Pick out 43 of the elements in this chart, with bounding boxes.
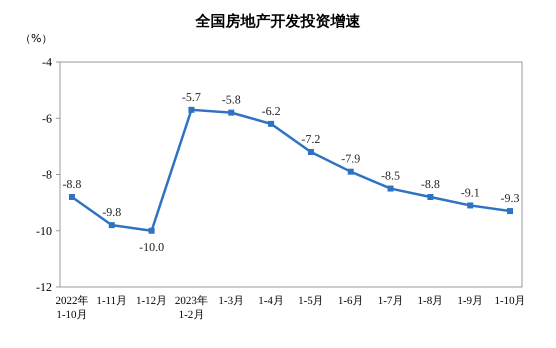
y-tick-label: -4 — [42, 55, 52, 69]
y-tick-label: -8 — [42, 168, 52, 182]
x-tick-label: 1-10月 — [494, 295, 526, 307]
point — [427, 194, 434, 200]
text: -7.2 — [301, 132, 320, 146]
x-tick-label: 1-7月 — [378, 295, 404, 307]
y-axis-title: （%） — [20, 32, 52, 45]
text: -6.2 — [262, 104, 281, 118]
x-tick-label: 1-4月 — [258, 295, 284, 307]
text: -8.8 — [420, 177, 440, 191]
point — [148, 228, 155, 234]
y-tick-label: -12 — [36, 280, 52, 294]
text: -8.8 — [62, 177, 82, 191]
x-tick-label: 1-12月 — [136, 295, 168, 307]
x-tick-label: 1-9月 — [457, 295, 484, 307]
point — [348, 168, 354, 175]
x-tick-label: 1-8月 — [418, 295, 444, 307]
point — [108, 222, 115, 228]
text: -9.8 — [102, 205, 122, 220]
point — [308, 149, 314, 155]
text: -10.0 — [139, 240, 164, 254]
point — [467, 202, 474, 208]
point — [68, 194, 75, 200]
point — [228, 110, 234, 116]
point — [507, 208, 514, 214]
text: -5.8 — [222, 92, 241, 107]
x-tick-label: 2023年 1-2月 — [174, 295, 208, 321]
y-tick-label: -10 — [36, 224, 52, 238]
x-tick-label: 1-11月 — [96, 295, 128, 307]
y-tick-label: -6 — [42, 111, 52, 126]
text: -5.7 — [182, 90, 201, 104]
chart-title: 全国房地产开发投资增速 — [194, 12, 362, 30]
x-tick-label: 1-6月 — [338, 295, 364, 307]
text: -9.3 — [500, 191, 520, 206]
text: -8.5 — [381, 168, 400, 183]
x-tick-label: 1-5月 — [298, 295, 324, 307]
point — [188, 106, 194, 113]
point — [268, 120, 274, 127]
x-tick-label: 2022年 1-10月 — [55, 295, 88, 321]
text: -7.9 — [341, 152, 360, 166]
text: -9.1 — [460, 185, 480, 200]
x-tick-label: 1-3月 — [218, 295, 244, 307]
point — [388, 186, 394, 192]
